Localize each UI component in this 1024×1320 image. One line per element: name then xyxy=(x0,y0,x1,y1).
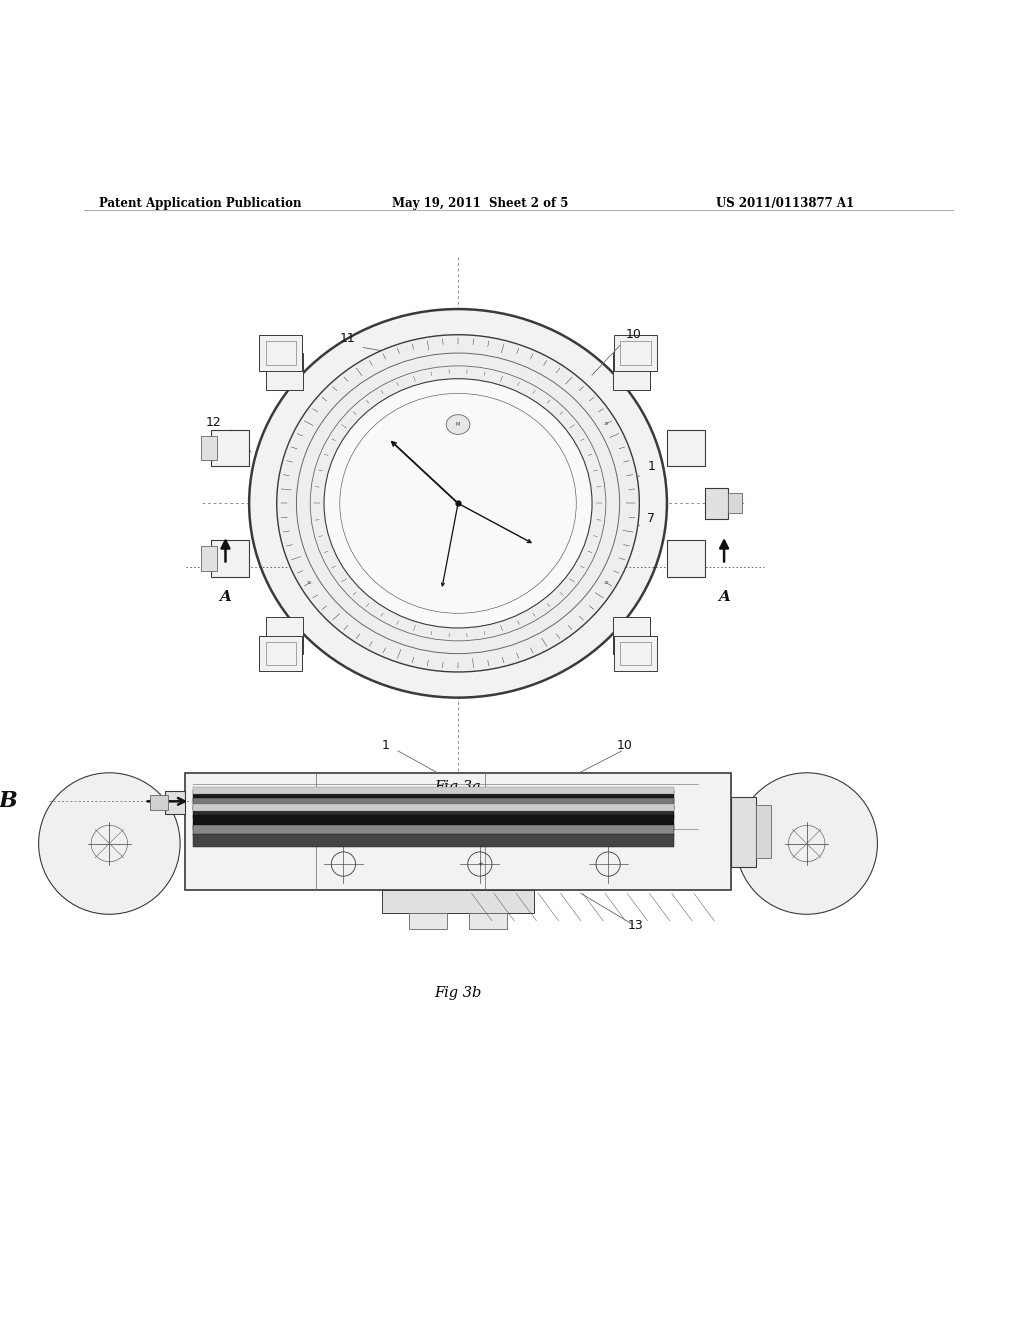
Bar xyxy=(613,354,649,389)
Bar xyxy=(469,912,507,929)
Bar xyxy=(731,797,756,867)
Bar xyxy=(194,816,674,829)
Bar xyxy=(382,891,535,912)
Bar xyxy=(613,618,649,653)
Text: 10: 10 xyxy=(626,329,641,342)
Bar xyxy=(706,488,728,519)
Text: 30: 30 xyxy=(604,581,609,585)
Text: M: M xyxy=(456,422,460,426)
Text: 13: 13 xyxy=(628,919,643,932)
Text: B: B xyxy=(0,791,17,812)
Text: 20: 20 xyxy=(604,421,609,425)
Bar xyxy=(165,791,185,814)
Bar xyxy=(259,335,302,371)
Text: 10: 10 xyxy=(616,739,632,751)
Text: A: A xyxy=(718,590,730,603)
Text: 7: 7 xyxy=(647,512,655,524)
Bar xyxy=(621,342,650,364)
Text: 12: 12 xyxy=(206,416,221,429)
Ellipse shape xyxy=(340,393,577,614)
Text: 10: 10 xyxy=(307,581,312,585)
Bar xyxy=(201,546,217,570)
Circle shape xyxy=(736,772,878,915)
Text: A: A xyxy=(219,590,231,603)
Bar xyxy=(728,494,741,513)
Bar xyxy=(265,342,296,364)
Bar xyxy=(265,642,296,665)
Circle shape xyxy=(39,772,180,915)
Bar xyxy=(194,807,674,818)
Bar xyxy=(266,354,303,389)
Bar xyxy=(194,787,674,793)
Bar xyxy=(201,436,217,461)
Bar xyxy=(409,912,447,929)
Text: US 2011/0113877 A1: US 2011/0113877 A1 xyxy=(716,197,854,210)
Text: 1: 1 xyxy=(382,739,389,751)
Text: 1: 1 xyxy=(647,461,655,474)
Bar xyxy=(194,797,674,809)
Ellipse shape xyxy=(276,335,639,672)
Bar xyxy=(756,805,771,858)
Bar xyxy=(194,804,674,812)
Text: Fig 3b: Fig 3b xyxy=(434,986,481,1001)
Text: +: + xyxy=(477,861,482,867)
Bar xyxy=(185,774,731,891)
Bar xyxy=(194,789,674,803)
Bar xyxy=(266,618,303,653)
Bar xyxy=(614,335,656,371)
Ellipse shape xyxy=(324,379,592,628)
Bar xyxy=(194,834,674,847)
Bar xyxy=(194,825,674,836)
Bar xyxy=(211,430,249,466)
Bar xyxy=(211,540,249,577)
Bar xyxy=(621,642,650,665)
Bar xyxy=(667,430,706,466)
Text: 11: 11 xyxy=(340,333,355,345)
Bar xyxy=(150,795,168,809)
Bar xyxy=(667,540,706,577)
Text: May 19, 2011  Sheet 2 of 5: May 19, 2011 Sheet 2 of 5 xyxy=(392,197,568,210)
Bar xyxy=(259,636,302,672)
Text: Patent Application Publication: Patent Application Publication xyxy=(99,197,302,210)
Bar xyxy=(614,636,656,672)
Ellipse shape xyxy=(446,414,470,434)
Text: Fig 3a: Fig 3a xyxy=(434,780,481,793)
Ellipse shape xyxy=(249,309,667,698)
